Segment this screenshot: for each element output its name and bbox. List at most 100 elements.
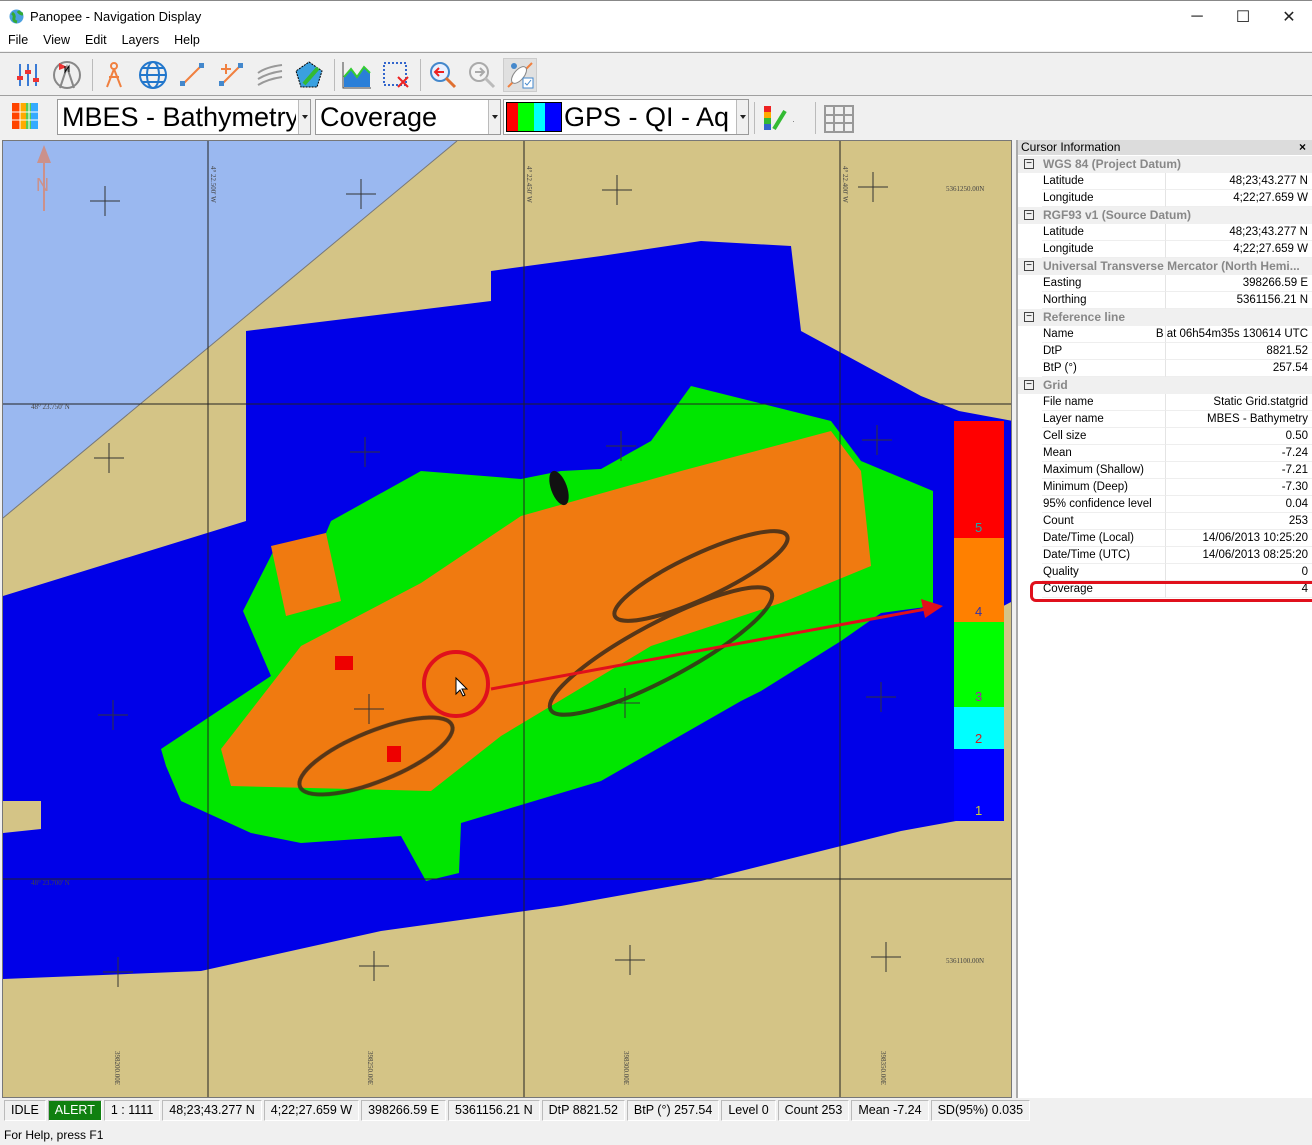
value-cell — [1165, 343, 1312, 360]
property-label: Layer name — [1043, 413, 1104, 425]
status-field: 4;22;27.659 W — [263, 1100, 360, 1121]
property-label: Cell size — [1043, 430, 1087, 442]
attribute-combo[interactable]: Coverage — [315, 99, 501, 135]
add-point-line-icon[interactable] — [214, 58, 248, 92]
status-field: ALERT — [47, 1100, 102, 1121]
cross-marker — [615, 945, 645, 975]
app-globe-icon — [9, 9, 24, 24]
menu-layers[interactable]: Layers — [121, 33, 160, 47]
cross-marker — [103, 957, 133, 987]
label-cell — [1042, 462, 1165, 479]
collapse-icon[interactable]: − — [1024, 261, 1034, 271]
value-cell — [1165, 513, 1312, 530]
property-label: Count — [1043, 515, 1074, 527]
cross-marker — [346, 179, 376, 209]
polygon-edit-icon[interactable] — [292, 58, 326, 92]
property-row: Quality 0 — [1018, 564, 1312, 581]
highlight-circle — [422, 650, 490, 718]
panel-close-button[interactable]: × — [1298, 140, 1306, 154]
lat-label: 48° 23.700' N — [31, 879, 70, 887]
property-row: Easting 398266.59 E — [1018, 275, 1312, 292]
property-value: -7.30 — [1281, 481, 1308, 493]
value-cell — [1165, 496, 1312, 513]
maximize-button[interactable]: ☐ — [1235, 9, 1251, 26]
property-label: Date/Time (UTC) — [1043, 549, 1131, 561]
contours-icon[interactable] — [253, 58, 287, 92]
menu-help[interactable]: Help — [174, 33, 200, 47]
label-cell — [1042, 292, 1165, 309]
section-header[interactable]: − Universal Transverse Mercator (North He… — [1018, 258, 1312, 275]
collapse-icon[interactable]: − — [1024, 159, 1034, 169]
globe-icon[interactable] — [136, 58, 170, 92]
lon-label: 4° 22.400' W — [841, 166, 849, 203]
palette-swatch — [506, 102, 562, 132]
property-label: Longitude — [1043, 243, 1094, 255]
section-title: Universal Transverse Mercator (North Hem… — [1043, 259, 1300, 273]
value-cell — [1165, 581, 1312, 598]
settings-sliders-icon[interactable] — [11, 58, 45, 92]
coverage-5-patch — [335, 656, 353, 670]
property-row: Layer name MBES - Bathymetry — [1018, 411, 1312, 428]
close-button[interactable]: ✕ — [1282, 9, 1296, 26]
collapse-icon[interactable]: − — [1024, 210, 1034, 220]
collapse-icon[interactable]: − — [1024, 312, 1034, 322]
layer-palette-icon[interactable] — [9, 100, 43, 134]
label-cell — [1042, 530, 1165, 547]
property-value: 253 — [1288, 515, 1308, 527]
panel-title: Cursor Information — [1021, 140, 1121, 154]
zoom-next-icon[interactable] — [465, 58, 499, 92]
section-header[interactable]: − RGF93 v1 (Source Datum) — [1018, 207, 1312, 224]
dividers-icon[interactable] — [97, 58, 131, 92]
property-row: Northing 5361156.21 N — [1018, 292, 1312, 309]
legend-label: 2 — [975, 731, 982, 746]
profile-chart-icon[interactable] — [340, 58, 374, 92]
map-view[interactable]: 4° 22.500' W 4° 22.450' W 4° 22.400' W 4… — [2, 140, 1012, 1098]
palette-combo[interactable]: GPS - QI - Aq — [503, 99, 749, 135]
chevron-down-icon[interactable] — [488, 100, 500, 134]
zoom-previous-icon[interactable] — [426, 58, 460, 92]
line-tool-icon[interactable] — [175, 58, 209, 92]
collapse-icon[interactable]: − — [1024, 380, 1034, 390]
property-value: 48;23;43.277 N — [1229, 175, 1308, 187]
value-cell — [1165, 360, 1312, 377]
section-header[interactable]: − Grid — [1018, 377, 1312, 394]
menu-edit[interactable]: Edit — [85, 33, 107, 47]
north-arrow: N — [36, 145, 51, 211]
property-value: -7.24 — [1281, 447, 1308, 459]
visibility-check-icon[interactable] — [503, 58, 537, 92]
status-field: Mean -7.24 — [851, 1100, 929, 1121]
cross-marker — [606, 431, 636, 461]
chevron-down-icon[interactable] — [298, 100, 310, 134]
cross-marker — [98, 700, 128, 730]
value-cell — [1165, 292, 1312, 309]
lon-label: 4° 22.500' W — [209, 166, 217, 203]
minimize-button[interactable]: ─ — [1191, 8, 1203, 25]
menu-view[interactable]: View — [43, 33, 71, 47]
menu-file[interactable]: File — [8, 33, 29, 47]
property-value: 48;23;43.277 N — [1229, 226, 1308, 238]
legend-label: 1 — [975, 803, 982, 818]
grid-icon[interactable] — [822, 101, 856, 135]
clear-selection-icon[interactable] — [379, 58, 413, 92]
chevron-down-icon[interactable] — [736, 100, 748, 134]
label-cell — [1042, 411, 1165, 428]
label-cell — [1042, 343, 1165, 360]
panel-header: Cursor Information × — [1018, 140, 1312, 155]
property-value: 5361156.21 N — [1236, 294, 1308, 306]
status-field: Level 0 — [721, 1100, 776, 1121]
lat-label: 48° 23.750' N — [31, 403, 70, 411]
section-header[interactable]: − WGS 84 (Project Datum) — [1018, 156, 1312, 173]
layer-combo[interactable]: MBES - Bathymetry — [57, 99, 311, 135]
color-edit-icon[interactable] — [760, 101, 794, 135]
property-value: 14/06/2013 10:25:20 — [1202, 532, 1308, 544]
cross-marker — [871, 942, 901, 972]
property-label: Easting — [1043, 277, 1082, 289]
value-cell — [1165, 530, 1312, 547]
north-compass-icon[interactable] — [50, 58, 84, 92]
property-row: Name B at 06h54m35s 130614 UTC — [1018, 326, 1312, 343]
value-cell — [1165, 445, 1312, 462]
property-value: 4;22;27.659 W — [1233, 192, 1308, 204]
section-header[interactable]: − Reference line — [1018, 309, 1312, 326]
property-label: Latitude — [1043, 226, 1084, 238]
layer-combo-value: MBES - Bathymetry — [62, 102, 296, 132]
